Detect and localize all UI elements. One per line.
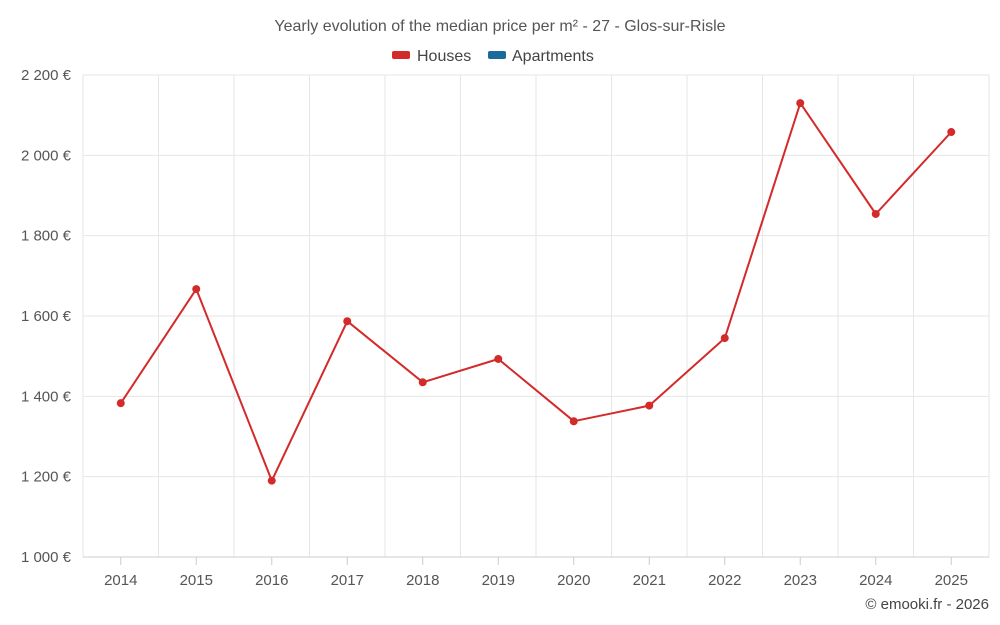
x-tick-label: 2021 bbox=[633, 572, 666, 589]
axes: 1 000 € 1 200 € 1 400 € 1 600 € 1 800 € 2 000… bbox=[21, 67, 989, 589]
y-tick-label: 2 200 € bbox=[21, 67, 72, 84]
legend-item-houses[interactable]: Houses bbox=[392, 48, 471, 65]
y-tick-label: 1 200 € bbox=[21, 469, 72, 486]
data-point-houses[interactable] bbox=[343, 317, 352, 326]
x-tick-label: 2014 bbox=[104, 572, 137, 589]
legend-item-apartments[interactable]: Apartments bbox=[488, 48, 594, 65]
y-tick-label: 1 000 € bbox=[21, 549, 72, 566]
data-point-houses[interactable] bbox=[267, 476, 276, 485]
x-tick-label: 2023 bbox=[784, 572, 817, 589]
legend-swatch-houses bbox=[392, 51, 410, 59]
data-point-houses[interactable] bbox=[116, 399, 125, 408]
data-point-houses[interactable] bbox=[192, 285, 201, 294]
legend-label-houses: Houses bbox=[417, 48, 471, 65]
data-point-houses[interactable] bbox=[720, 334, 729, 343]
data-point-houses[interactable] bbox=[871, 209, 880, 218]
grid bbox=[82, 74, 990, 557]
series-line-houses bbox=[119, 102, 953, 482]
data-point-houses[interactable] bbox=[569, 417, 578, 426]
legend-label-apartments: Apartments bbox=[512, 48, 594, 65]
legend-swatch-apartments bbox=[488, 51, 506, 59]
data-point-houses[interactable] bbox=[418, 378, 427, 387]
x-tick-label: 2024 bbox=[859, 572, 892, 589]
y-tick-label: 1 600 € bbox=[21, 308, 72, 325]
y-tick-label: 1 400 € bbox=[21, 388, 72, 405]
chart-title: Yearly evolution of the median price per… bbox=[274, 18, 725, 35]
series-layer bbox=[116, 99, 956, 485]
x-tick-label: 2018 bbox=[406, 572, 439, 589]
data-point-houses[interactable] bbox=[494, 354, 503, 363]
y-tick-label: 1 800 € bbox=[21, 228, 72, 245]
data-point-houses[interactable] bbox=[796, 99, 805, 108]
legend: Houses Apartments bbox=[392, 48, 594, 65]
x-tick-label: 2016 bbox=[255, 572, 288, 589]
x-tick-label: 2022 bbox=[708, 572, 741, 589]
data-point-houses[interactable] bbox=[947, 128, 956, 137]
x-tick-label: 2017 bbox=[331, 572, 364, 589]
data-point-houses[interactable] bbox=[645, 401, 654, 410]
x-tick-label: 2025 bbox=[935, 572, 968, 589]
x-tick-label: 2020 bbox=[557, 572, 590, 589]
x-tick-label: 2019 bbox=[482, 572, 515, 589]
y-tick-label: 2 000 € bbox=[21, 147, 72, 164]
credit-text: © emooki.fr - 2026 bbox=[865, 596, 989, 613]
x-tick-label: 2015 bbox=[180, 572, 213, 589]
